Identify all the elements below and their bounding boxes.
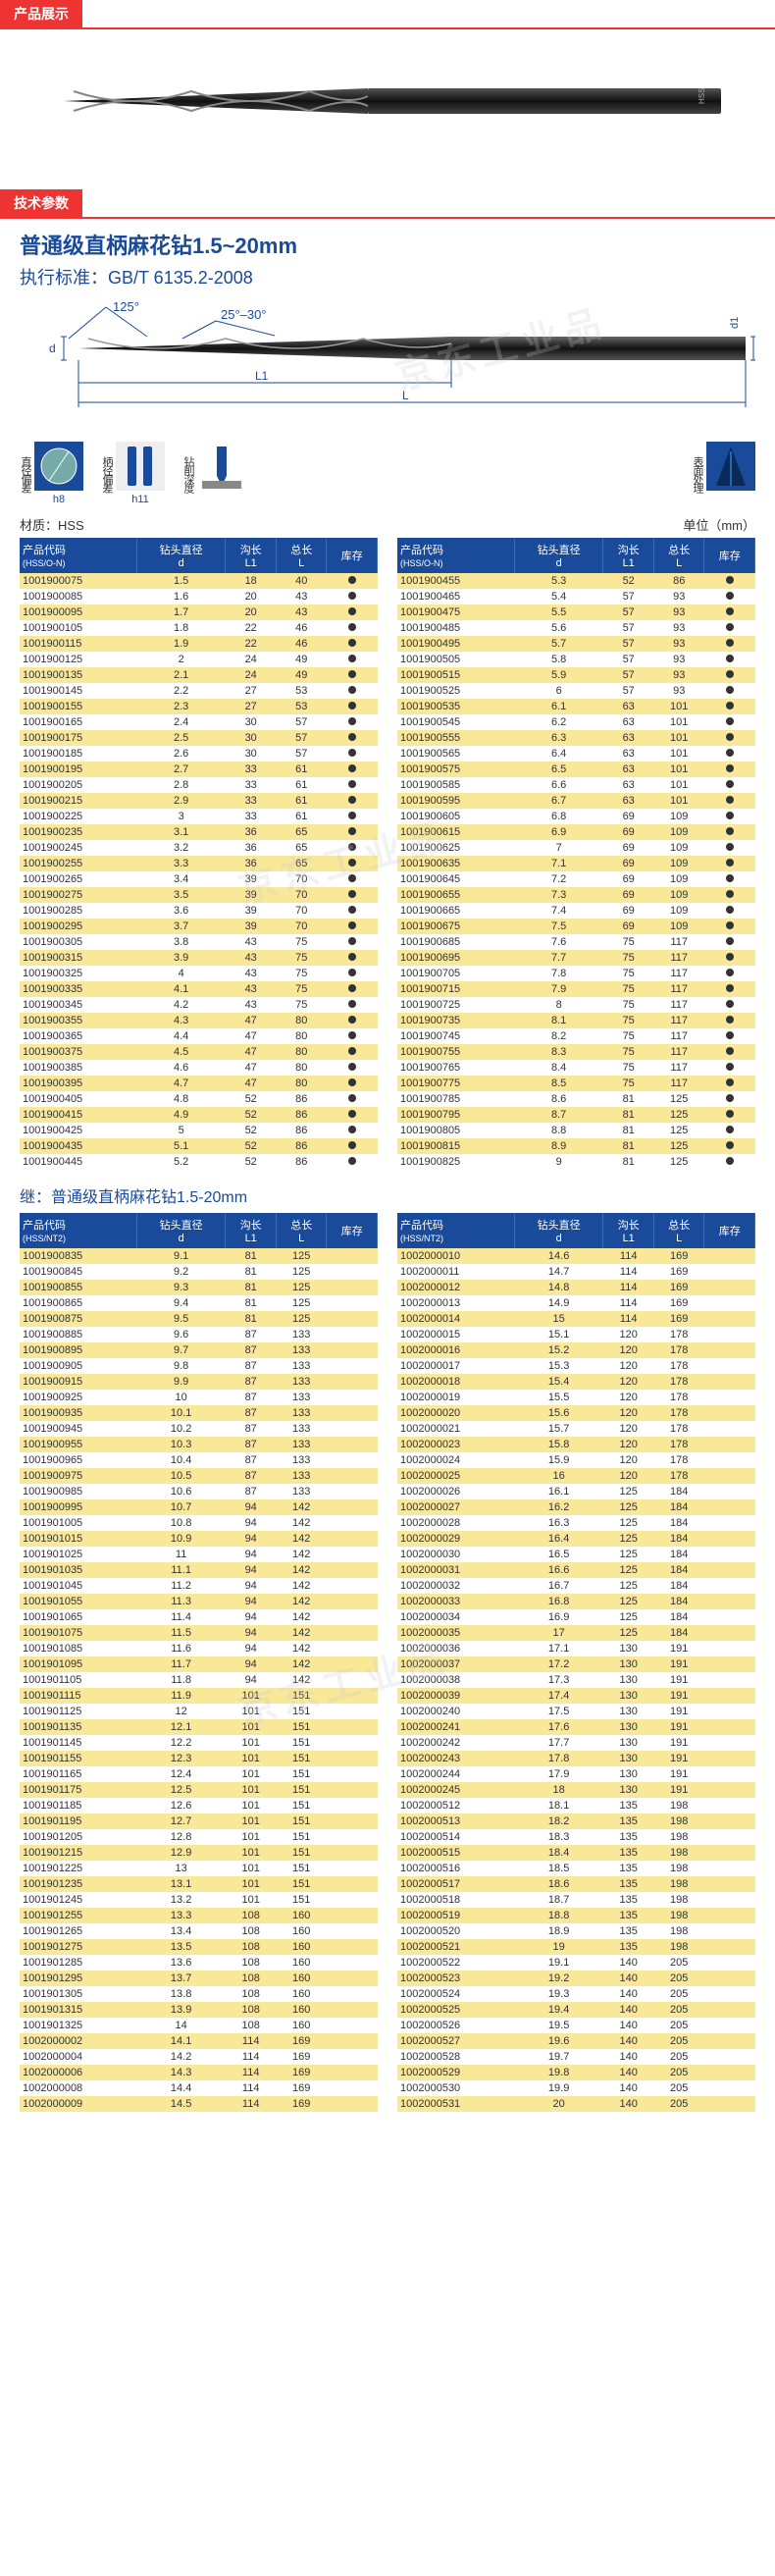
icon-drill-depth: 钻削深度 bbox=[182, 442, 246, 505]
tables-block-a: 京东工业品 产品代码(HSS/O-N) 钻头直径d 沟长L1 总长L 库存100… bbox=[0, 538, 775, 1170]
svg-text:125°: 125° bbox=[113, 299, 139, 314]
section-title: 技术参数 bbox=[0, 189, 82, 217]
icon-shank-tolerance: 柄径偏差 h11 bbox=[101, 442, 165, 505]
continue-title: 继：普通级直柄麻花钻1.5-20mm bbox=[20, 1183, 775, 1207]
icons-row: 直径偏差 h8 柄径偏差 h11 钻削深度 表面处理 bbox=[0, 442, 775, 515]
svg-text:L1: L1 bbox=[255, 369, 269, 383]
material-unit-row: 材质：HSS 单位（mm） bbox=[0, 515, 775, 538]
section-title: 产品展示 bbox=[0, 0, 82, 27]
svg-text:25°–30°: 25°–30° bbox=[221, 307, 267, 322]
spec-table-a2: 产品代码(HSS/O-N) 钻头直径d 沟长L1 总长L 库存100190045… bbox=[397, 538, 755, 1170]
tables-block-b: 京东工业品 产品代码(HSS/NT2) 钻头直径d 沟长L1 总长L 库存100… bbox=[0, 1213, 775, 2112]
unit-label: 单位（mm） bbox=[683, 515, 755, 534]
technical-diagram: 京东工业品 125° 25°–30° d d1 L1 L bbox=[0, 299, 775, 442]
spec-table-b2: 产品代码(HSS/NT2) 钻头直径d 沟长L1 总长L 库存100200001… bbox=[397, 1213, 755, 2112]
spec-table-a1: 产品代码(HSS/O-N) 钻头直径d 沟长L1 总长L 库存100190007… bbox=[20, 538, 378, 1170]
svg-text:d: d bbox=[49, 342, 56, 355]
material-label: 材质：HSS bbox=[20, 515, 84, 534]
standard-title: 执行标准：GB/T 6135.2-2008 bbox=[20, 264, 775, 289]
icon-surface-treatment: 表面处理 bbox=[692, 442, 755, 505]
svg-text:L: L bbox=[402, 389, 409, 402]
spec-table-b1: 产品代码(HSS/NT2) 钻头直径d 沟长L1 总长L 库存100190083… bbox=[20, 1213, 378, 2112]
icon-diameter-tolerance: 直径偏差 h8 bbox=[20, 442, 83, 505]
main-title: 普通级直柄麻花钻1.5~20mm bbox=[20, 229, 775, 260]
product-image-block: HSS bbox=[0, 37, 775, 189]
svg-text:d1: d1 bbox=[729, 317, 741, 329]
section-header-display: 产品展示 bbox=[0, 0, 775, 29]
section-header-specs: 技术参数 bbox=[0, 189, 775, 219]
svg-text:HSS: HSS bbox=[698, 88, 706, 104]
drill-illustration: HSS bbox=[54, 67, 721, 135]
